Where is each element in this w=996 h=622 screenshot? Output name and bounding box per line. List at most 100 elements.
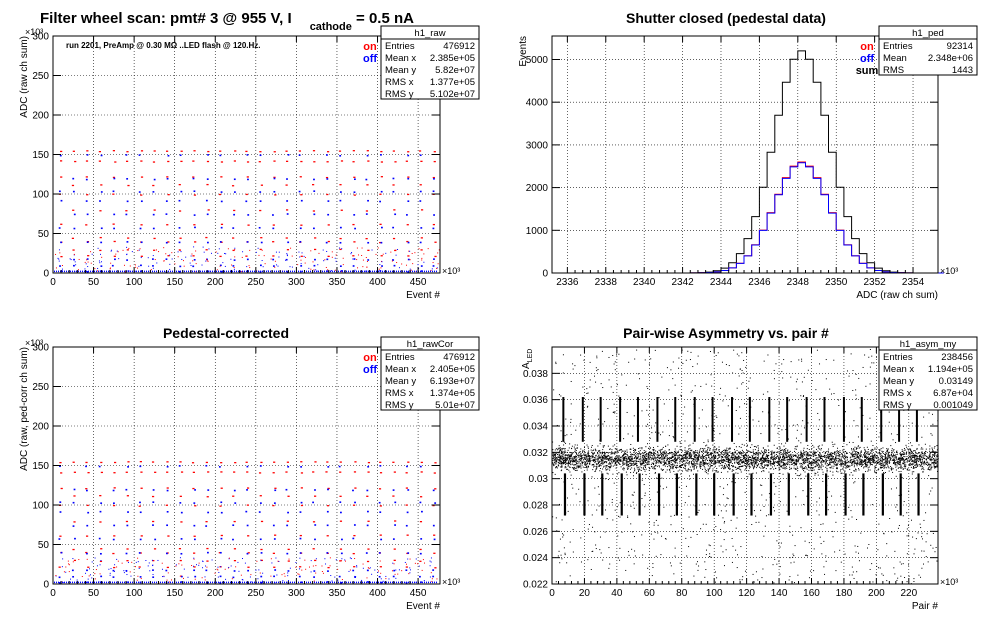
asym-point <box>714 465 716 467</box>
event-point-on <box>285 160 289 162</box>
asym-point <box>721 456 723 458</box>
asym-point <box>597 461 599 463</box>
event-point <box>341 248 343 250</box>
asym-point <box>904 459 906 461</box>
asym-point <box>731 459 733 461</box>
asym-point <box>566 454 568 456</box>
event-point-off <box>245 510 248 513</box>
asym-point <box>626 454 628 456</box>
asym-point <box>729 468 731 470</box>
asym-point <box>733 452 735 454</box>
event-point-on <box>180 521 183 523</box>
asym-point <box>588 459 590 461</box>
event-point-on <box>272 224 275 226</box>
event-point-off <box>166 465 169 468</box>
asym-point <box>897 463 899 465</box>
event-point-on <box>140 150 144 152</box>
event-point-off <box>381 226 383 229</box>
asym-point <box>710 461 712 463</box>
asym-point <box>720 461 722 463</box>
asym-point <box>887 452 889 454</box>
asym-point <box>750 460 752 462</box>
axis-ticks <box>552 36 938 274</box>
asym-point <box>836 451 838 453</box>
event-point <box>371 249 373 251</box>
asym-point <box>842 451 844 453</box>
event-point <box>117 251 119 253</box>
asym-point <box>635 452 637 454</box>
asym-point <box>568 466 570 468</box>
asym-point <box>581 462 583 464</box>
asym-point <box>771 454 773 456</box>
event-point <box>331 256 333 258</box>
asym-point <box>757 457 759 459</box>
event-point <box>86 259 88 261</box>
event-point-on <box>300 472 304 474</box>
asym-point <box>640 455 642 457</box>
asym-point <box>860 454 862 456</box>
asym-point <box>840 469 842 471</box>
asym-point <box>666 469 668 471</box>
event-point <box>150 269 152 271</box>
asym-point <box>719 460 721 462</box>
data-marks <box>54 460 438 584</box>
asym-point <box>933 466 935 468</box>
asym-point <box>928 468 930 470</box>
event-point-off <box>378 501 381 504</box>
event-point <box>284 575 286 577</box>
asym-point <box>844 461 846 463</box>
event-point-off <box>60 241 63 244</box>
asym-point <box>727 461 729 463</box>
event-point-off <box>392 575 395 578</box>
event-point <box>429 565 431 567</box>
data-marks <box>54 150 440 273</box>
event-point <box>323 260 325 262</box>
asym-point <box>688 457 690 459</box>
event-point <box>192 260 194 262</box>
event-point-on <box>272 472 275 474</box>
x-tick-label: 0 <box>50 277 56 288</box>
asym-point <box>906 468 908 470</box>
asym-point <box>634 470 636 472</box>
event-point-on <box>353 534 356 537</box>
asym-point <box>606 461 608 463</box>
asym-point <box>802 459 804 461</box>
asym-point <box>626 461 628 463</box>
asym-point <box>787 450 789 452</box>
asym-point <box>580 455 582 457</box>
asym-point <box>817 471 819 473</box>
asym-point <box>895 456 897 458</box>
event-point-off <box>58 576 61 579</box>
asym-point <box>567 465 569 467</box>
asym-point <box>720 467 722 469</box>
event-point-off <box>287 154 290 156</box>
event-point-off <box>432 575 435 578</box>
event-point <box>341 560 343 562</box>
asym-point <box>631 456 633 458</box>
asym-point <box>555 466 557 468</box>
asym-point <box>933 456 935 458</box>
asym-point <box>839 454 841 456</box>
asym-point <box>565 454 567 456</box>
asym-point <box>647 443 649 445</box>
asym-point <box>645 459 647 461</box>
asym-point <box>638 468 640 470</box>
asym-point <box>936 460 938 462</box>
asym-point <box>733 466 735 468</box>
event-point-off <box>300 466 303 468</box>
asym-point <box>931 459 933 461</box>
event-point <box>257 247 259 249</box>
asym-point <box>692 463 694 465</box>
event-point-on <box>432 504 435 507</box>
asym-point <box>604 458 606 460</box>
asym-point <box>805 459 807 461</box>
event-point-on <box>193 194 197 196</box>
asym-point <box>818 464 820 466</box>
event-point-on <box>274 487 277 489</box>
event-point <box>91 253 93 255</box>
event-point <box>394 573 396 575</box>
event-point-on <box>100 471 103 474</box>
event-point <box>139 248 141 250</box>
asym-point <box>913 466 915 468</box>
